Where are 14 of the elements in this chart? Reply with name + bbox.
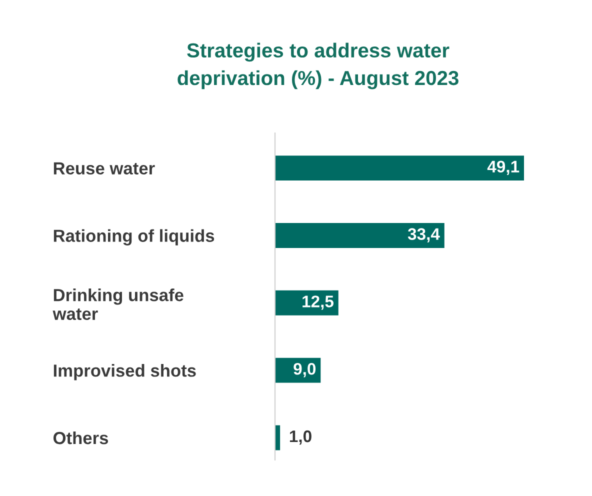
y-tick-label: Drinking unsafe water	[52, 288, 184, 320]
bar	[275, 156, 524, 181]
bar	[275, 223, 444, 248]
y-tick-label: Rationing of liquids	[54, 229, 214, 246]
data-label: 1,0	[290, 430, 312, 445]
chart-title: Strategies to address water deprivation (%) - August 2023	[178, 42, 458, 90]
y-tick-label: Improvised shots	[54, 364, 196, 380]
y-tick-label: Others	[53, 431, 108, 444]
data-label: 12,5	[302, 296, 334, 310]
data-label: 33,4	[408, 228, 440, 242]
bar	[275, 290, 338, 316]
data-label: 9,0	[294, 363, 316, 378]
y-tick-label: Reuse water	[54, 162, 155, 175]
data-label: 49,1	[487, 160, 520, 175]
